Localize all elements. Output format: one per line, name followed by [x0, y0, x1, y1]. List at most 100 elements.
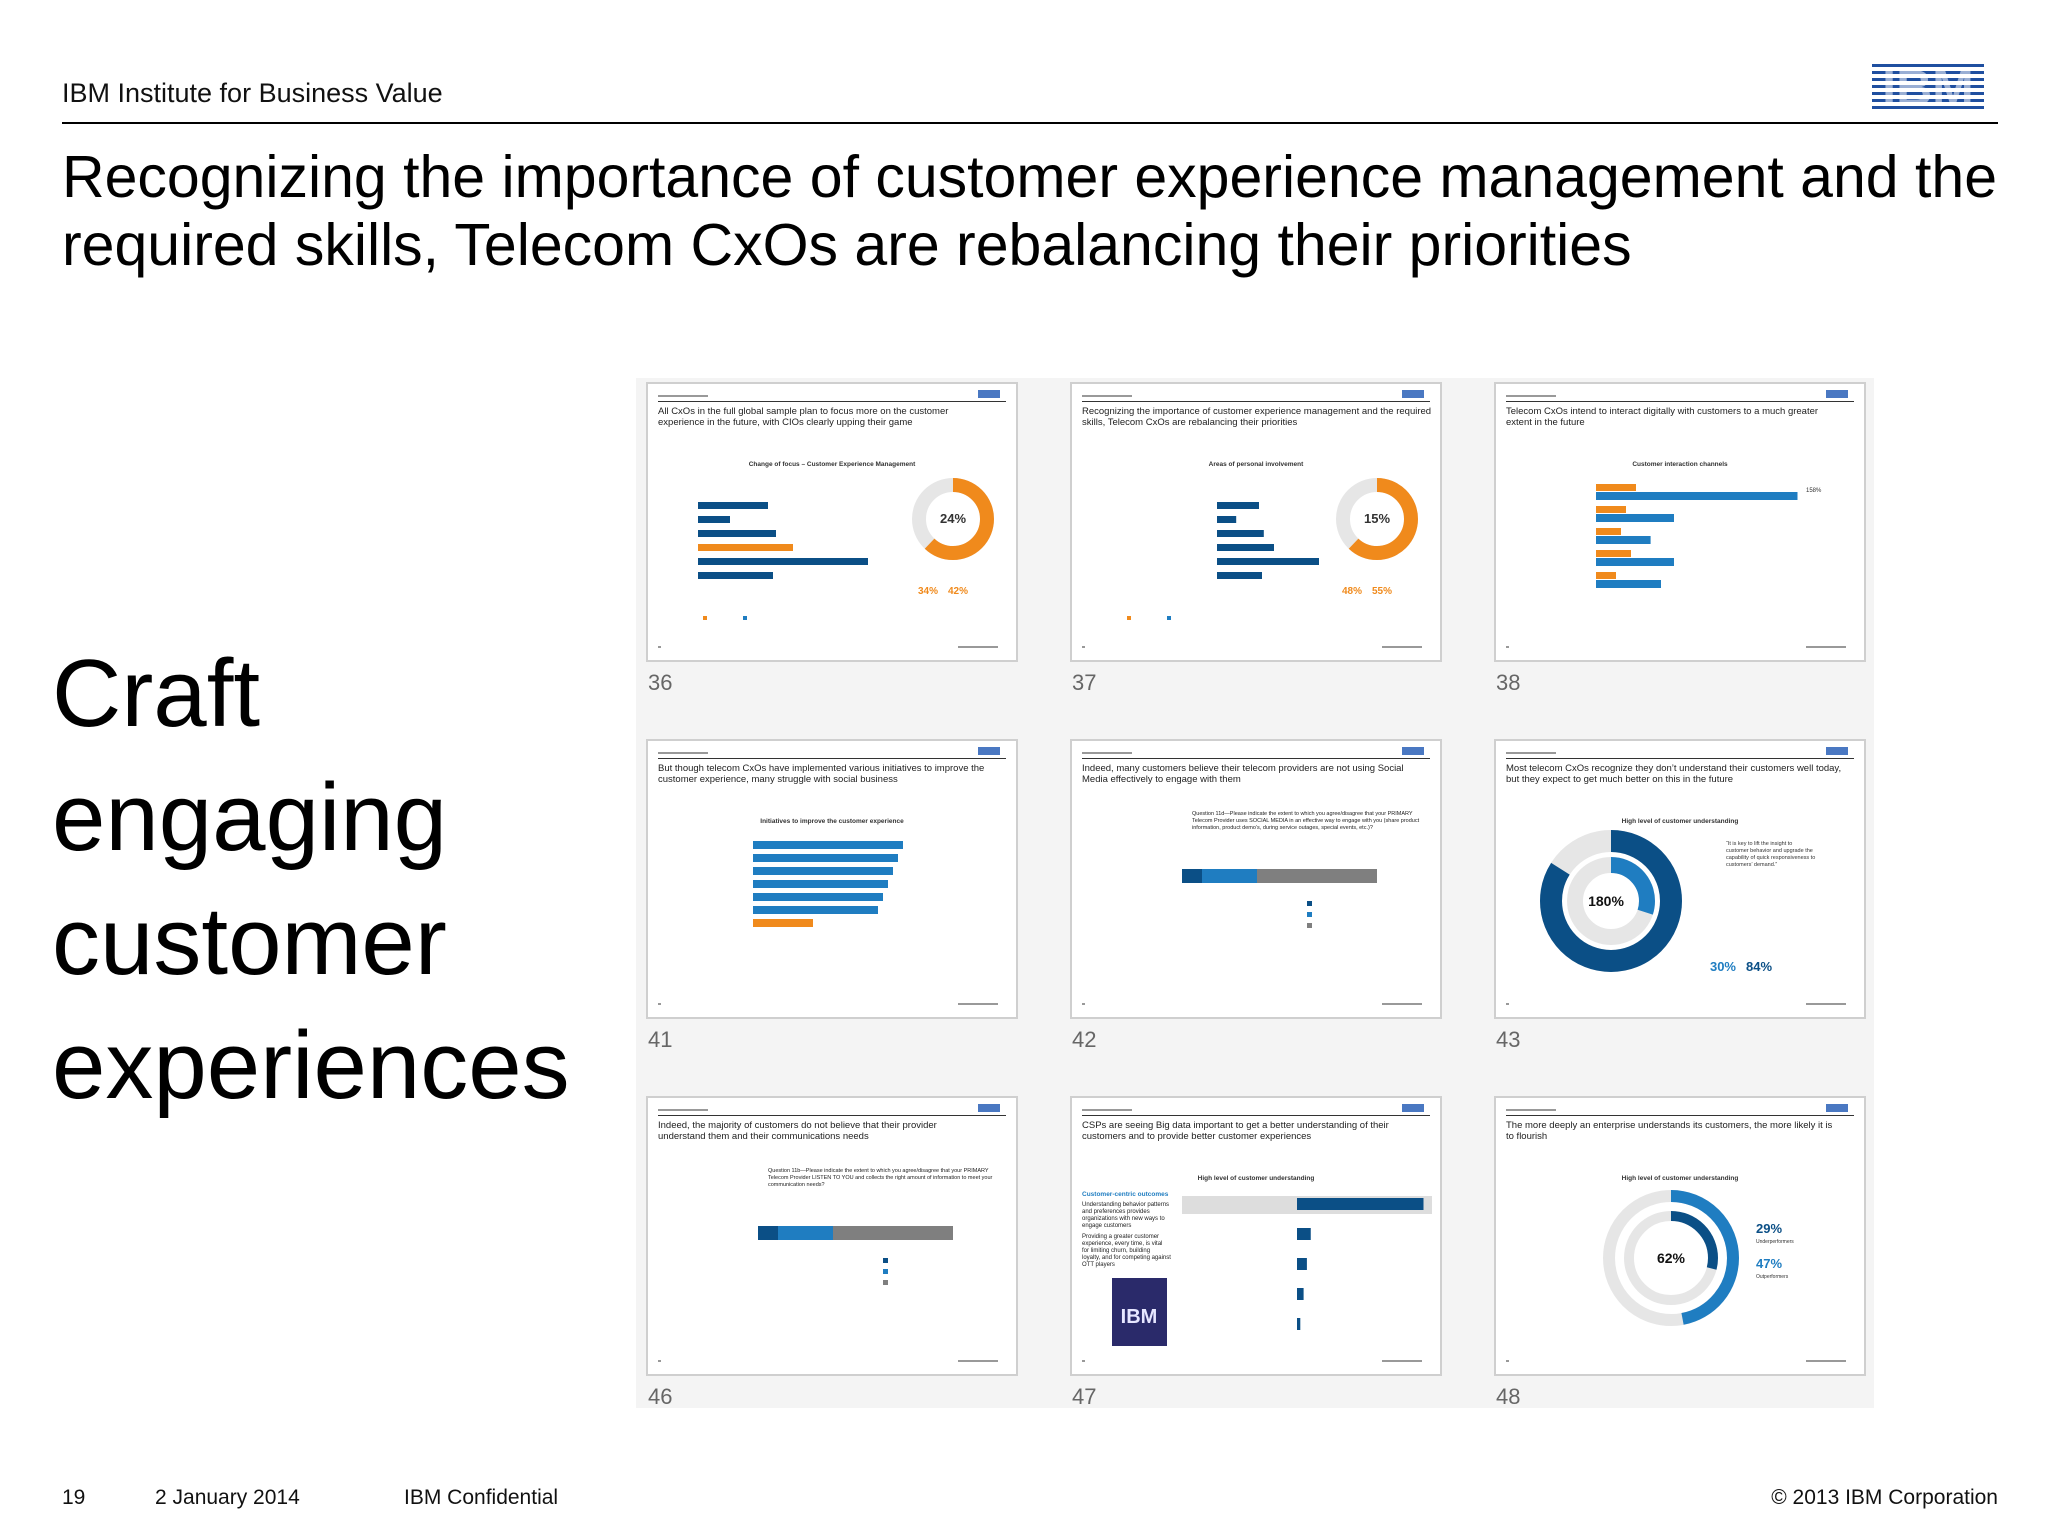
thumb-question: Question 11b—Please indicate the extent …: [768, 1168, 989, 1174]
thumb-sub-value: 30%: [1710, 959, 1736, 974]
thumb-legend-swatch: [1127, 616, 1131, 620]
thumb-legend-swatch: [883, 1258, 888, 1263]
thumb-growth-label: 158%: [1806, 488, 1822, 494]
thumb-title: The more deeply an enterprise understand…: [1506, 1120, 1833, 1131]
thumb-bar-future: [1596, 580, 1661, 588]
thumb-image: [1112, 1278, 1167, 1346]
slide-thumbnail-number: 37: [1072, 670, 1097, 695]
thumb-title: Indeed, many customers believe their tel…: [1082, 763, 1404, 774]
thumb-quote: customers’ demand.”: [1726, 862, 1777, 868]
thumb-bar: [1297, 1228, 1311, 1240]
footer-date: 2 January 2014: [155, 1486, 300, 1509]
slide-thumbnail[interactable]: The more deeply an enterprise understand…: [1494, 1096, 1866, 1376]
thumb-donut-value: 15%: [1364, 511, 1390, 526]
thumb-footer-copyright: [958, 1003, 998, 1005]
slide-thumbnail[interactable]: CSPs are seeing Big data important to ge…: [1070, 1096, 1442, 1376]
thumb-footer-copyright: [1382, 1360, 1422, 1362]
thumb-title: extent in the future: [1506, 417, 1585, 428]
thumb-ring-outer: [1603, 1190, 1739, 1326]
thumb-left-text: Providing a greater customer: [1082, 1234, 1159, 1240]
thumb-ibm-logo: [1826, 390, 1848, 398]
slide-thumbnail[interactable]: All CxOs in the full global sample plan …: [646, 382, 1018, 662]
thumb-header-text: [1082, 1109, 1132, 1111]
thumb-title: Recognizing the importance of customer e…: [1082, 406, 1431, 417]
thumb-title: Indeed, the majority of customers do not…: [658, 1120, 937, 1131]
thumb-header-text: [1506, 1109, 1556, 1111]
slide-thumbnail-canvas: Indeed, many customers believe their tel…: [1082, 747, 1430, 1005]
thumb-ibm-logo: [978, 747, 1000, 755]
thumb-title: Most telecom CxOs recognize they don’t u…: [1506, 763, 1841, 774]
thumb-left-text: and preferences provides: [1082, 1209, 1150, 1215]
thumb-bar: [1217, 502, 1259, 509]
organization-name: IBM Institute for Business Value: [62, 78, 443, 108]
thumb-bar-today: [1596, 484, 1636, 491]
thumb-sub-value: 34%: [918, 586, 938, 597]
thumb-sub-value: 55%: [1372, 586, 1392, 597]
thumb-legend-swatch: [883, 1269, 888, 1274]
thumb-bar: [753, 854, 898, 862]
thumb-footer-copyright: [1806, 1360, 1846, 1362]
thumb-bar-today: [1596, 528, 1621, 535]
thumb-legend-swatch: [1167, 616, 1171, 620]
slide-thumbnail[interactable]: Indeed, the majority of customers do not…: [646, 1096, 1018, 1376]
thumb-legend-swatch: [1307, 912, 1312, 917]
thumb-quote: capability of quick responsiveness to: [1726, 855, 1815, 861]
thumb-header-text: [1082, 752, 1132, 754]
thumb-image-logo: IBM: [1121, 1306, 1158, 1328]
slide-thumbnail[interactable]: Most telecom CxOs recognize they don’t u…: [1494, 739, 1866, 1019]
slide-thumbnail[interactable]: Indeed, many customers believe their tel…: [1070, 739, 1442, 1019]
thumb-ibm-logo: [1826, 747, 1848, 755]
thumb-chart-title: Change of focus – Customer Experience Ma…: [749, 461, 916, 468]
thumb-header-text: [658, 1109, 708, 1111]
thumb-sub-value: 84%: [1746, 959, 1772, 974]
thumb-chart-title: High level of customer understanding: [1198, 1175, 1315, 1182]
slide-thumbnail-number: 48: [1496, 1384, 1521, 1409]
thumb-header-text: [1506, 752, 1556, 754]
thumb-footer-copyright: [958, 646, 998, 648]
thumb-question: Telecom Provider LISTEN TO YOU and colle…: [768, 1175, 993, 1181]
thumb-title: experience in the future, with CIOs clea…: [658, 417, 913, 428]
ibm-logo-letters: IBM: [1882, 62, 1974, 110]
thumb-sub-value: 42%: [948, 586, 968, 597]
thumb-bar: [1217, 558, 1319, 565]
thumb-left-text: organizations with new ways to: [1082, 1216, 1165, 1222]
slide-thumbnail-canvas: The more deeply an enterprise understand…: [1506, 1104, 1854, 1362]
thumb-seg-neutral: [1257, 869, 1377, 883]
thumb-bar-future: [1596, 536, 1651, 544]
slide-thumbnail[interactable]: Recognizing the importance of customer e…: [1070, 382, 1442, 662]
thumb-bar: [698, 516, 730, 523]
thumb-bar: [1217, 530, 1264, 537]
thumb-footer-copyright: [1382, 1003, 1422, 1005]
thumb-ibm-logo: [1826, 1104, 1848, 1112]
thumb-footer-mark: [658, 1360, 661, 1362]
thumb-ibm-logo: [1402, 390, 1424, 398]
section-label: Craft engaging customer experiences: [52, 632, 570, 1128]
thumb-donut-value: 24%: [940, 511, 966, 526]
thumb-bar: [753, 841, 903, 849]
thumb-ring-value: 62%: [1657, 1250, 1686, 1266]
thumb-footer-mark: [1506, 1003, 1509, 1005]
thumb-ibm-logo: [1402, 747, 1424, 755]
thumb-ibm-logo: [978, 1104, 1000, 1112]
thumb-title: All CxOs in the full global sample plan …: [658, 406, 948, 417]
thumb-header-text: [1506, 395, 1556, 397]
thumb-bar: [1297, 1258, 1307, 1270]
thumb-legend-swatch: [1307, 901, 1312, 906]
thumb-title: understand them and their communications…: [658, 1131, 869, 1142]
header-rule: [62, 122, 1998, 124]
thumb-header-rule: [658, 401, 1006, 402]
thumb-footer-mark: [658, 646, 661, 648]
slide-thumbnail[interactable]: Telecom CxOs intend to interact digitall…: [1494, 382, 1866, 662]
thumb-bar: [1297, 1288, 1304, 1300]
thumb-chart-title: Customer interaction channels: [1632, 461, 1728, 468]
thumb-footer-mark: [1506, 1360, 1509, 1362]
slide-thumbnail-canvas: Recognizing the importance of customer e…: [1082, 390, 1431, 648]
thumb-chart-title: Areas of personal involvement: [1209, 461, 1304, 468]
thumb-header-text: [658, 752, 708, 754]
thumb-footer-mark: [1506, 646, 1509, 648]
thumb-legend-swatch: [883, 1280, 888, 1285]
slide-thumbnail[interactable]: But though telecom CxOs have implemented…: [646, 739, 1018, 1019]
thumb-header-rule: [1506, 401, 1854, 402]
section-label-line: experiences: [52, 1012, 570, 1119]
thumb-header-text: [658, 395, 708, 397]
